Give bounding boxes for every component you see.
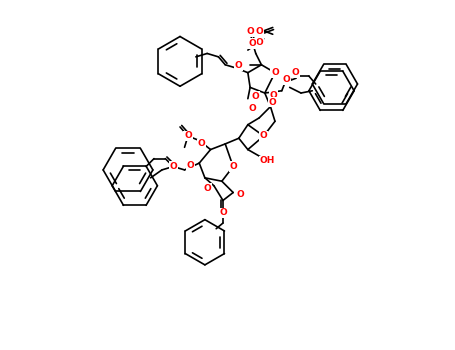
Text: O: O [283, 75, 290, 84]
Text: O: O [246, 28, 254, 36]
Text: O: O [197, 139, 205, 148]
Text: O: O [292, 68, 299, 77]
Text: O: O [236, 190, 244, 199]
Text: O: O [184, 132, 192, 140]
Text: O: O [248, 104, 256, 113]
Text: O: O [255, 28, 263, 36]
Text: O: O [248, 39, 256, 48]
Text: O: O [169, 162, 177, 171]
Text: O: O [252, 92, 260, 101]
Text: O: O [186, 161, 194, 170]
Text: O: O [269, 98, 277, 107]
Text: O: O [219, 208, 227, 217]
Text: OH: OH [259, 156, 275, 165]
Text: O: O [255, 38, 263, 47]
Text: O: O [260, 132, 268, 140]
Text: O: O [271, 68, 279, 77]
Text: O: O [229, 162, 237, 171]
Text: O: O [235, 61, 243, 70]
Text: O: O [203, 183, 211, 192]
Text: O: O [270, 91, 278, 100]
